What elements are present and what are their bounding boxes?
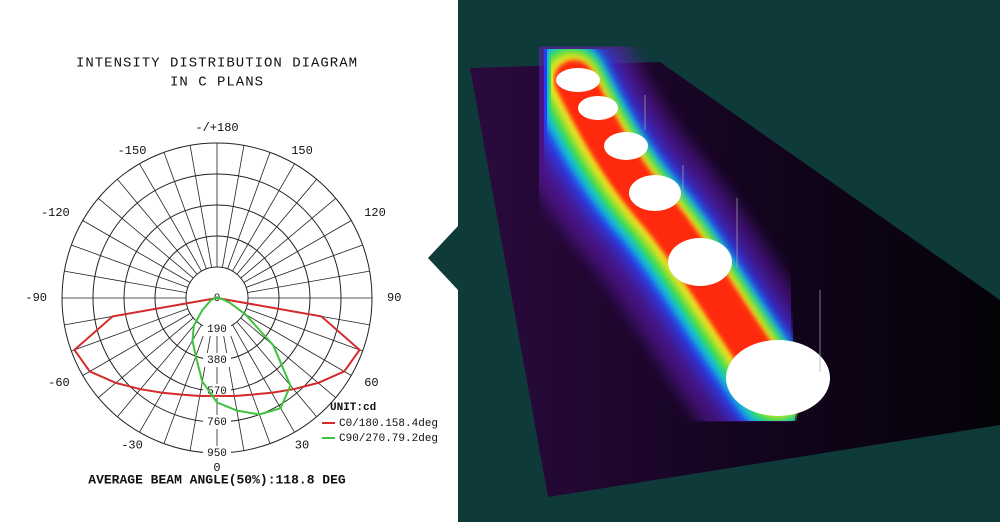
spoke [232, 324, 295, 433]
r-tick-label: 950 [207, 448, 227, 460]
spoke [236, 179, 317, 275]
left-panel [0, 0, 458, 522]
spoke [64, 270, 187, 294]
r-tick-label-bg [203, 322, 231, 336]
fixture-poles [644, 95, 821, 372]
angle-tick-label: 150 [291, 144, 313, 158]
spoke [247, 270, 370, 294]
spoke [232, 163, 295, 272]
spoke [163, 152, 207, 270]
intensity-curve [73, 297, 361, 398]
spoke [71, 308, 189, 352]
spoke [189, 145, 213, 268]
spoke [117, 321, 198, 417]
r-tick-label-bg [203, 415, 231, 429]
light-spill [485, 3, 845, 465]
spoke [139, 163, 202, 272]
rendering-panel [428, 0, 1000, 522]
spoke [227, 152, 271, 270]
spoke [163, 326, 207, 444]
r-tick-label: 380 [207, 355, 227, 367]
spoke [98, 317, 194, 398]
spoke [243, 220, 352, 283]
chart-subtitle: IN C PLANS [170, 75, 264, 91]
r-tick-label: 760 [207, 417, 227, 429]
r-tick-label-bg [203, 384, 231, 398]
angle-tick-label: -30 [121, 438, 143, 452]
spoke [221, 145, 245, 268]
angle-tick-label: -90 [25, 291, 47, 305]
angle-tick-label: 0 [213, 461, 220, 475]
spoke [139, 324, 202, 433]
intensity-curve [191, 297, 292, 416]
footer-note: AVERAGE BEAM ANGLE(50%):118.8 DEG [88, 472, 346, 487]
angle-tick-label: 30 [295, 438, 309, 452]
spoke [243, 313, 352, 376]
spoke [245, 308, 363, 352]
angle-tick-label: -150 [118, 144, 147, 158]
spoke [82, 313, 191, 376]
angle-tick-label: 90 [387, 291, 401, 305]
spoke [71, 244, 189, 288]
spoke [245, 244, 363, 288]
angle-tick-label: -120 [41, 206, 70, 220]
r-tick-label: 190 [207, 324, 227, 336]
unit-label: UNIT:cd [330, 402, 376, 414]
spoke [240, 317, 336, 398]
angle-tick-label: 60 [364, 376, 378, 390]
spoke [117, 179, 198, 275]
spoke [227, 326, 271, 444]
chart-title: INTENSITY DISTRIBUTION DIAGRAM [76, 56, 358, 72]
spoke [221, 328, 245, 451]
r-tick-label-bg [203, 446, 231, 460]
spoke [236, 321, 317, 417]
spoke [240, 198, 336, 279]
polar-chart: INTENSITY DISTRIBUTION DIAGRAM IN C PLAN… [25, 56, 438, 488]
pointer-notch [428, 226, 458, 290]
legend-label: C0/180.158.4deg [339, 418, 438, 430]
legend-label: C90/270.79.2deg [339, 433, 438, 445]
spoke [82, 220, 191, 283]
angle-tick-label: 120 [364, 206, 386, 220]
angle-tick-label: -/+180 [195, 121, 238, 135]
angle-tick-label: -60 [48, 376, 70, 390]
hot-spots [556, 68, 830, 416]
r-tick-label-bg [203, 353, 231, 367]
spoke [98, 198, 194, 279]
spoke [189, 328, 213, 451]
